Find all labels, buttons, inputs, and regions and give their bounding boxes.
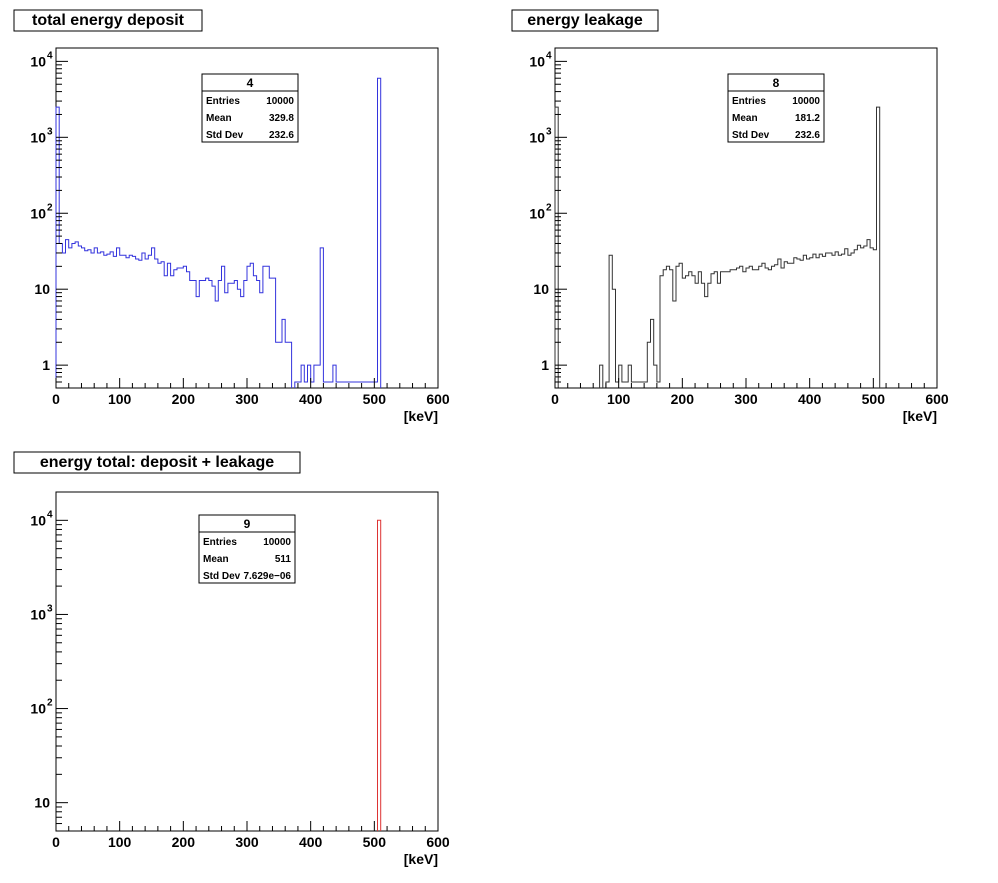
y-tick-label: 10	[30, 205, 46, 221]
y-tick-exponent: 3	[546, 126, 552, 137]
x-tick-label: 0	[551, 391, 559, 407]
stats-title: 4	[247, 76, 254, 90]
y-tick-exponent: 4	[47, 50, 53, 61]
stats-entries-value: 10000	[263, 537, 291, 548]
x-axis-label: [keV]	[903, 408, 937, 424]
histogram-panel-0: total energy deposit 0 100 200 300 400 500 600[…	[13, 9, 450, 424]
x-tick-label: 400	[299, 391, 323, 407]
stats-box	[198, 514, 296, 584]
y-tick-exponent: 2	[546, 202, 552, 213]
stats-std-dev-label: Std Dev	[206, 130, 244, 141]
stats-mean-label: Mean	[206, 113, 232, 124]
stats-mean-value: 329.8	[269, 113, 294, 124]
histogram-series	[377, 519, 382, 831]
y-tick-label: 10	[30, 512, 46, 528]
y-tick-exponent: 3	[47, 126, 53, 137]
y-tick-label: 10	[30, 53, 46, 69]
stats-entries-value: 10000	[792, 96, 820, 107]
y-tick-label: 10	[529, 53, 545, 69]
y-tick-label: 10	[533, 281, 549, 297]
x-tick-label: 600	[925, 391, 949, 407]
chart-title-box	[13, 9, 203, 32]
chart-title: energy leakage	[527, 12, 643, 29]
stats-std-dev-label: Std Dev	[203, 571, 241, 582]
chart-title: total energy deposit	[32, 12, 185, 29]
x-tick-label: 600	[426, 834, 450, 850]
y-tick-exponent: 4	[47, 509, 53, 520]
stats-title: 9	[244, 517, 251, 531]
x-tick-label: 0	[52, 834, 60, 850]
x-tick-label: 500	[363, 834, 387, 850]
y-tick-label: 10	[529, 129, 545, 145]
x-tick-label: 200	[671, 391, 695, 407]
x-tick-label: 300	[235, 834, 259, 850]
x-tick-label: 300	[734, 391, 758, 407]
y-tick-label: 10	[34, 281, 50, 297]
y-tick-label: 1	[541, 357, 549, 373]
stats-box	[201, 73, 299, 143]
stats-entries-label: Entries	[732, 96, 766, 107]
y-tick-label: 10	[30, 129, 46, 145]
x-tick-label: 400	[299, 834, 323, 850]
histogram-series	[554, 106, 881, 388]
x-tick-label: 100	[607, 391, 631, 407]
stats-mean-label: Mean	[203, 554, 229, 565]
x-tick-label: 100	[108, 391, 132, 407]
stats-entries-label: Entries	[203, 537, 237, 548]
chart-title-box	[13, 451, 301, 474]
histogram-series	[55, 77, 382, 388]
stats-std-dev-value: 232.6	[795, 130, 820, 141]
histogram-panel-2: energy total: deposit + leakage 0 100 200 30…	[13, 451, 450, 867]
y-tick-label: 10	[529, 205, 545, 221]
y-tick-exponent: 4	[546, 50, 552, 61]
stats-std-dev-value: 7.629e−06	[243, 571, 291, 582]
x-axis-label: [keV]	[404, 408, 438, 424]
stats-box	[727, 73, 825, 143]
x-tick-label: 600	[426, 391, 450, 407]
stats-entries-value: 10000	[266, 96, 294, 107]
x-tick-label: 400	[798, 391, 822, 407]
x-tick-label: 0	[52, 391, 60, 407]
x-tick-label: 200	[172, 391, 196, 407]
y-tick-exponent: 3	[47, 603, 53, 614]
stats-mean-value: 181.2	[795, 113, 820, 124]
y-tick-label: 10	[30, 606, 46, 622]
stats-entries-label: Entries	[206, 96, 240, 107]
x-tick-label: 100	[108, 834, 132, 850]
y-tick-exponent: 2	[47, 202, 53, 213]
stats-mean-value: 511	[275, 554, 292, 565]
x-tick-label: 500	[363, 391, 387, 407]
x-axis-label: [keV]	[404, 851, 438, 867]
stats-std-dev-label: Std Dev	[732, 130, 770, 141]
y-tick-label: 10	[34, 795, 50, 811]
stats-mean-label: Mean	[732, 113, 758, 124]
y-tick-label: 10	[30, 701, 46, 717]
x-tick-label: 500	[862, 391, 886, 407]
x-tick-label: 200	[172, 834, 196, 850]
x-tick-label: 300	[235, 391, 259, 407]
chart-title: energy total: deposit + leakage	[40, 454, 274, 471]
stats-std-dev-value: 232.6	[269, 130, 294, 141]
stats-title: 8	[773, 76, 780, 90]
chart-title-box	[511, 9, 659, 32]
y-tick-exponent: 2	[47, 698, 53, 709]
y-tick-label: 1	[42, 357, 50, 373]
histogram-panel-1: energy leakage 0 100 200 300 400 500 600[keV] 1 1…	[511, 9, 949, 424]
